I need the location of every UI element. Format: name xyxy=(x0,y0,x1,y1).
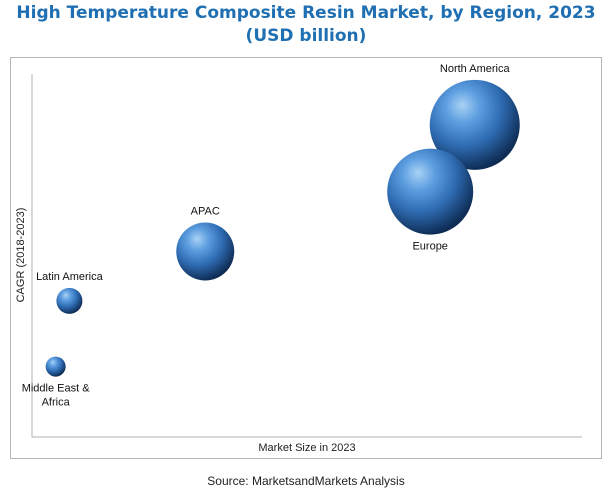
bubble-apac xyxy=(176,222,235,281)
chart-title-unit: (USD billion) xyxy=(245,26,367,46)
source-note: Source: MarketsandMarkets Analysis xyxy=(207,474,405,488)
chart-title: High Temperature Composite Resin Market,… xyxy=(16,3,596,23)
x-axis-label: Market Size in 2023 xyxy=(258,442,355,454)
bubble-north-america xyxy=(429,79,520,170)
bubble-layer: North America Europe APAC Latin America Midd… xyxy=(22,63,520,409)
bubble-label-latin-america: Latin America xyxy=(36,271,104,283)
bubble-label-apac: APAC xyxy=(191,206,220,218)
chart-frame xyxy=(10,57,602,459)
bubble-middle-east-and-africa xyxy=(45,356,66,377)
y-axis-label: CAGR (2018-2023) xyxy=(15,208,27,303)
bubble-europe xyxy=(387,148,474,235)
bubble-latin-america xyxy=(56,287,83,314)
bubble-label-europe: Europe xyxy=(412,241,447,253)
bubble-label-middle-east-and-africa: Middle East & Africa xyxy=(22,383,91,409)
bubble-label-north-america: North America xyxy=(440,63,511,75)
